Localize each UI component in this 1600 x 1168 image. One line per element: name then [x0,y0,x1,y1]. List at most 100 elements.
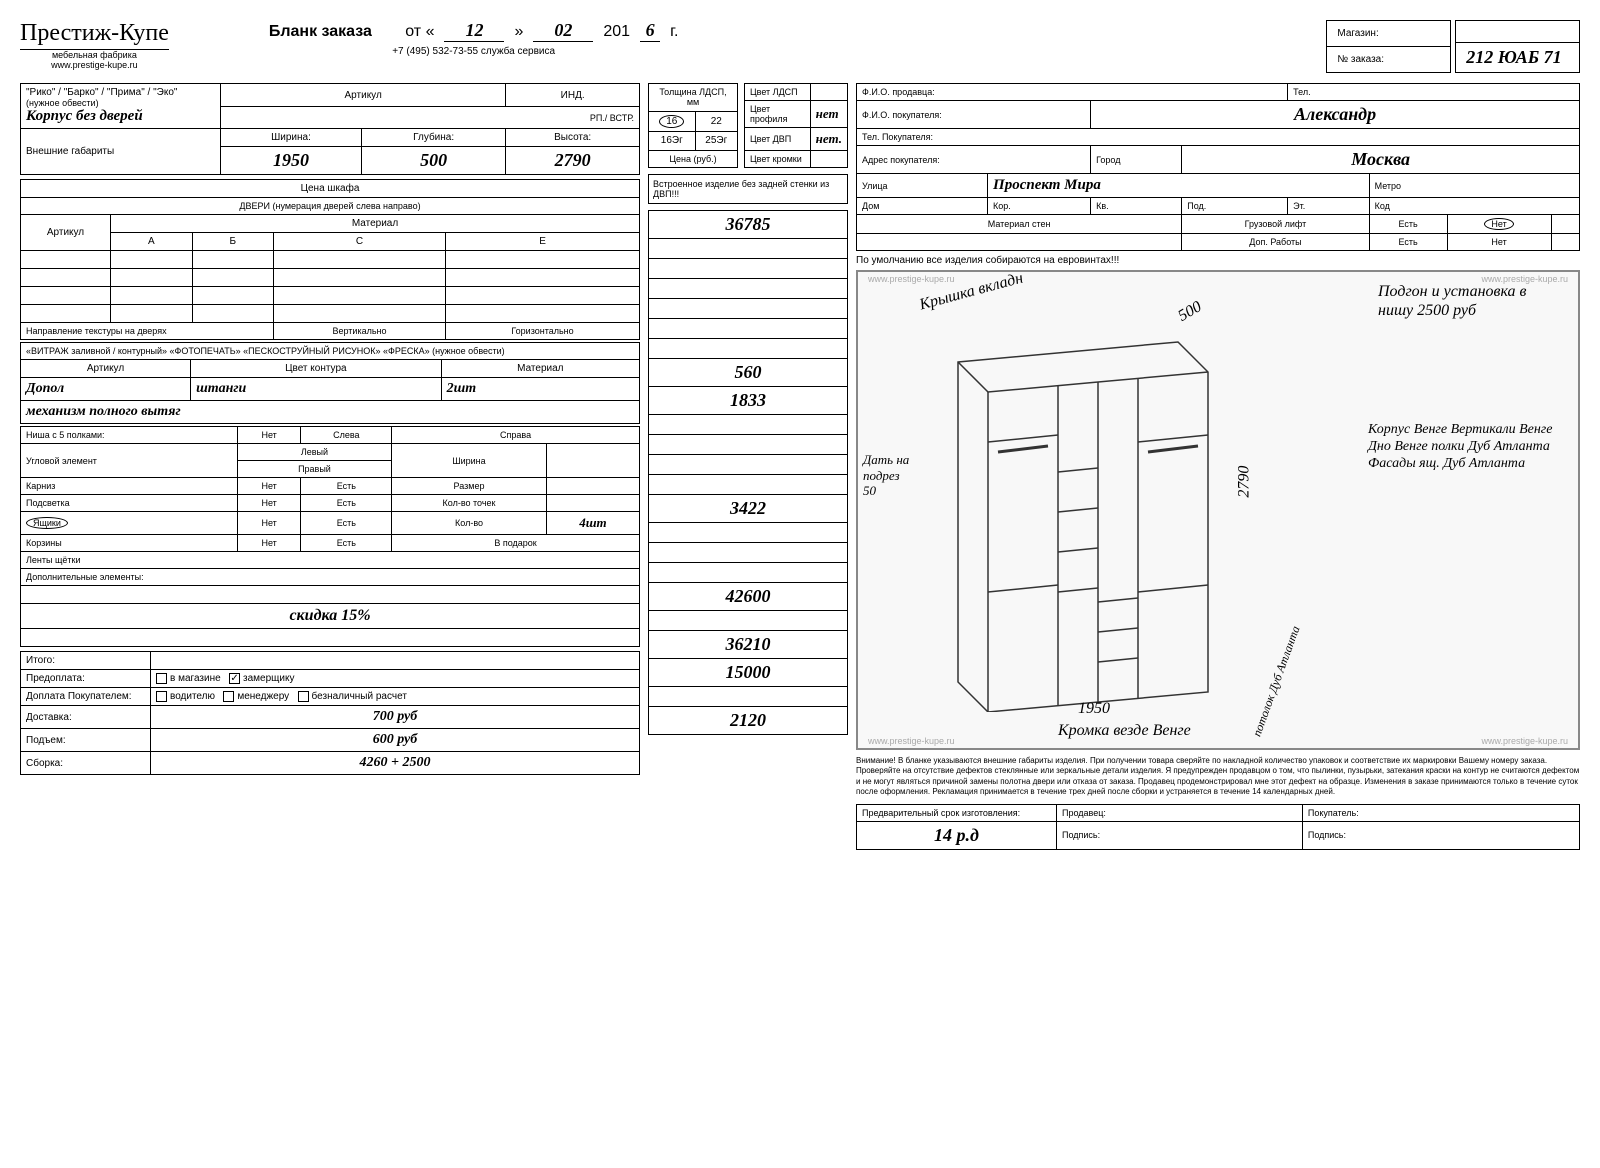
price-1: 36785 [649,211,848,239]
dostavka-val: 700 руб [151,706,640,729]
model-table: "Рико" / "Барко" / "Прима" / "Эко" (нужн… [20,83,640,175]
logo: Престиж-Купе [20,20,169,50]
width-label: Ширина: [221,129,362,147]
website: www.prestige-kupe.ru [20,60,169,70]
vitrage-contour: Цвет контура [191,360,442,378]
customer-table: Ф.И.О. продавца: Тел. Ф.И.О. покупателя:… [856,83,1580,251]
date-year: 6 [640,20,660,42]
vitrage-articul: Артикул [21,360,191,378]
order-label: № заказа: [1327,47,1451,73]
vitrage-label: «ВИТРАЖ заливной / контурный» «ФОТОПЕЧАТ… [21,343,640,360]
footer-table: Предварительный срок изготовления: Прода… [856,804,1580,850]
cabinet-price-label: Цена шкафа [21,180,640,198]
doors-table: Цена шкафа ДВЕРИ (нумерация дверей слева… [20,179,640,340]
right-column: Ф.И.О. продавца: Тел. Ф.И.О. покупателя:… [856,83,1580,850]
options-table: Ниша с 5 полками: Нет Слева Справа Углов… [20,426,640,647]
qty-value: 4шт [546,512,639,535]
dopol-label: Дополнительные элементы: [21,569,640,586]
sketch-note-5: Дать на подрез 50 [863,452,913,499]
thickness-16: 16 [659,115,684,128]
price-4: 3422 [649,495,848,523]
height-label: Высота: [506,129,640,147]
width-value: 1950 [221,147,362,175]
depth-value: 500 [361,147,505,175]
door-col-e: Е [446,233,640,251]
checkbox-beznal[interactable] [298,691,309,702]
checkbox-voditel[interactable] [156,691,167,702]
date-month: 02 [533,20,593,42]
shop-order-box: Магазин: № заказа: 212 ЮАБ 71 [1326,20,1580,73]
price-2: 560 [649,359,848,387]
podem-val: 600 руб [151,729,640,752]
door-col-a: А [111,233,193,251]
vitrage-r1b: штанги [191,378,442,401]
corner-label: Угловой элемент [21,444,238,478]
sketch-note-3: Корпус Венге Вертикали Венге Дно Венге п… [1368,422,1568,472]
date-from: от « [405,23,434,41]
doors-material: Материал [111,215,640,233]
shop-label: Магазин: [1327,21,1451,47]
disclaimer: Внимание! В бланке указываются внешние г… [856,756,1580,798]
header: Престиж-Купе мебельная фабрика www.prest… [20,20,1580,73]
checkbox-magazine[interactable] [156,673,167,684]
shop-value [1456,21,1580,43]
lenty: Ленты щётки [21,552,640,569]
colors-table: Цвет ЛДСП Цвет профилянет Цвет ДВПнет. Ц… [744,83,848,168]
dim-2790: 2790 [1234,466,1253,498]
buyer-name: Александр [1091,101,1580,129]
articul-label: Артикул [221,84,506,107]
price-7: 15000 [649,659,848,687]
title-block: Бланк заказа от « 12» 02 2016г. +7 (495)… [269,20,679,57]
checkbox-zamershik[interactable]: ✓ [229,673,240,684]
models-label: "Рико" / "Барко" / "Прима" / "Эко" [26,87,215,98]
form-title: Бланк заказа [269,23,372,41]
texture-label: Направление текстуры на дверях [21,323,274,340]
dim-1950: 1950 [1078,699,1110,718]
phone: +7 (495) 532-73-55 служба сервиса [269,46,679,57]
vitrage-r1c: 2шт [441,378,639,401]
lift-no: Нет [1484,218,1513,230]
niche-label: Ниша с 5 полками: [21,427,238,444]
wardrobe-diagram [918,292,1238,712]
potronik: потолок Дуб Атланта [1250,624,1303,738]
texture-horiz: Горизонтально [446,323,640,340]
price-5: 42600 [649,583,848,611]
srok-value: 14 р.д [857,821,1057,849]
mid-column: Толщина ЛДСП, мм 1622 16Эг25Эг Цена (руб… [648,83,848,850]
price-6: 36210 [649,631,848,659]
totals-table: Итого: Предоплата: в магазине ✓замерщику… [20,651,640,775]
door-col-c: С [273,233,445,251]
dims-label: Внешние габариты [21,129,221,175]
date-day: 12 [444,20,504,42]
sketch-note-4: Кромка везде Венге [1058,721,1191,740]
height-value: 2790 [506,147,640,175]
price-column: 36785 560 1833 3422 42600 [648,210,848,735]
order-value: 212 ЮАБ 71 [1456,43,1580,73]
discount: скидка 15% [21,604,640,629]
models-sublabel: (нужное обвести) [26,98,215,108]
model-handwritten: Корпус без дверей [26,108,143,124]
vitrage-material: Материал [441,360,639,378]
sketch-note-2: Подгон и установка в нишу 2500 руб [1378,282,1558,320]
thickness-table: Толщина ЛДСП, мм 1622 16Эг25Эг Цена (руб… [648,83,738,168]
vitrage-table: «ВИТРАЖ заливной / контурный» «ФОТОПЕЧАТ… [20,342,640,424]
city-value: Москва [1182,146,1580,174]
texture-vert: Вертикально [273,323,445,340]
door-col-b: Б [192,233,273,251]
logo-block: Престиж-Купе мебельная фабрика www.prest… [20,20,169,70]
price-3: 1833 [649,387,848,415]
depth-label: Глубина: [361,129,505,147]
street-value: Проспект Мира [988,174,1370,198]
vitrage-r2: механизм полного вытяг [21,401,640,424]
price-8: 2120 [649,707,848,735]
logo-subtitle: мебельная фабрика [20,50,169,60]
doors-articul: Артикул [21,215,111,251]
rp-label: РП./ ВСТР. [221,107,640,129]
default-note: По умолчанию все изделия собираются на е… [856,255,1580,266]
order-form: Престиж-Купе мебельная фабрика www.prest… [20,20,1580,850]
ind-label: ИНД. [506,84,640,107]
doors-label: ДВЕРИ (нумерация дверей слева направо) [21,198,640,215]
vitrage-r1a: Допол [21,378,191,401]
sborka-val: 4260 + 2500 [151,752,640,775]
checkbox-menedzher[interactable] [223,691,234,702]
